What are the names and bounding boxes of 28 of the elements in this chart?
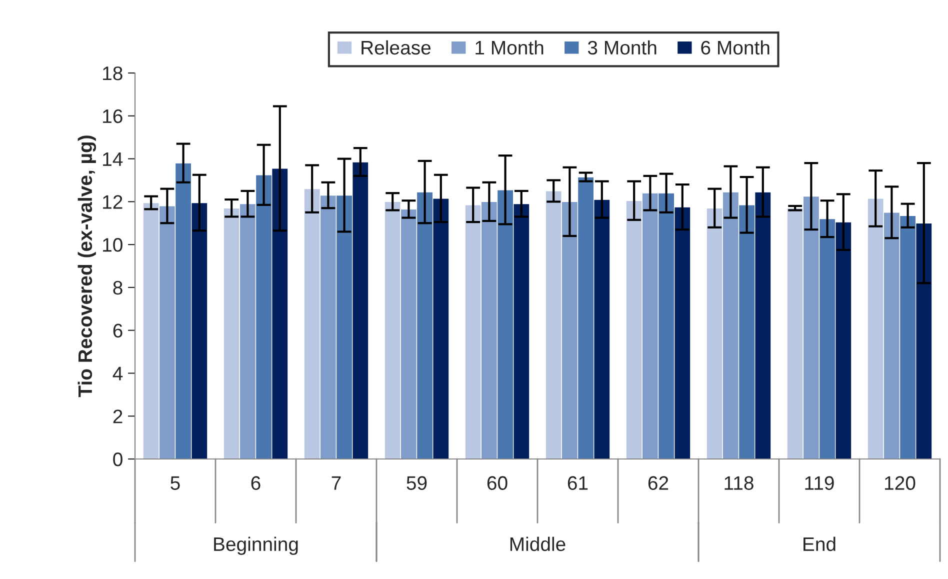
y-tick-label: 12 [103, 195, 122, 209]
legend-label: Release [362, 40, 431, 55]
y-tick-label: 14 [103, 152, 123, 166]
text: Beginning [214, 536, 298, 555]
y-tick-label: 8 [113, 280, 122, 295]
text: Middle [510, 536, 566, 552]
y-tick-label: 18 [103, 66, 122, 80]
y-tick-label: 2 [113, 410, 122, 424]
legend-label: 6 Month [701, 40, 770, 55]
text: End [804, 536, 836, 552]
x-tick-label: 61 [568, 476, 588, 490]
x-tick-label: 7 [332, 476, 341, 490]
x-tick-label: 60 [487, 476, 508, 490]
y-tick-label: 4 [112, 366, 123, 380]
x-tick-label: 59 [406, 476, 427, 490]
y-tick-label: 0 [113, 452, 122, 466]
y-tick-label: 10 [103, 238, 122, 252]
y-axis-title: Tio Recovered (ex-valve, µg) [78, 136, 96, 398]
legend-label: 1 Month [476, 40, 544, 55]
y-tick-label: 6 [113, 324, 122, 338]
x-tick-label: 62 [648, 476, 668, 490]
x-tick-label: 120 [885, 476, 916, 490]
y-tick-label: 16 [103, 109, 122, 124]
x-tick-label: 6 [251, 476, 260, 490]
x-tick-label: 118 [724, 476, 754, 490]
legend-label: 3 Month [588, 40, 656, 55]
x-tick-label: 119 [805, 476, 834, 490]
x-tick-label: 5 [170, 476, 180, 490]
